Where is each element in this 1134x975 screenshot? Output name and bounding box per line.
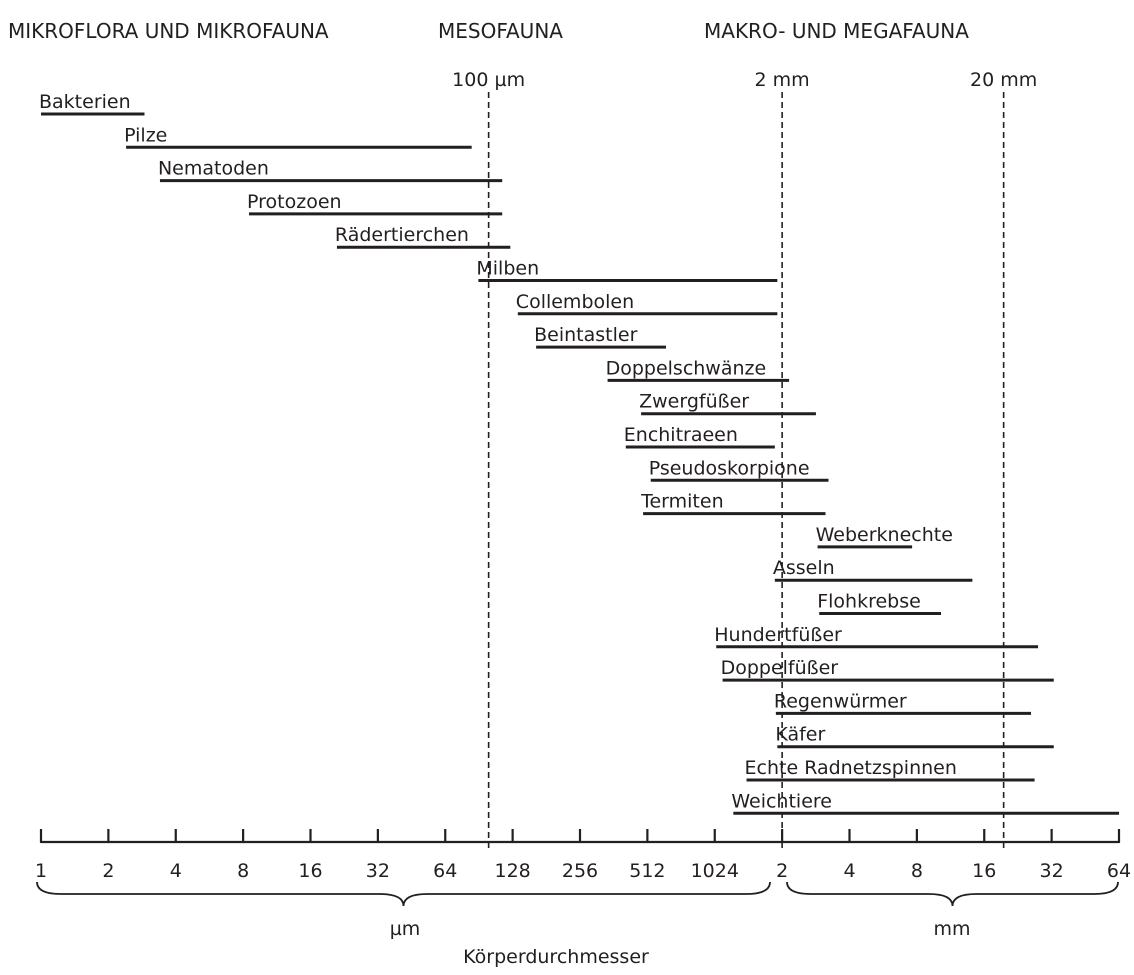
x-axis-tick-label: 1 — [35, 860, 47, 882]
range-bar-label: Pseudoskorpione — [649, 457, 810, 479]
category-header-micro: MIKROFLORA UND MIKROFAUNA — [8, 19, 329, 43]
x-axis-title: Körperdurchmesser — [463, 946, 649, 968]
range-bar-label: Protozoen — [247, 191, 342, 213]
x-axis-tick-label: 32 — [1040, 860, 1064, 882]
x-axis-tick-label: 8 — [911, 860, 923, 882]
x-axis-tick-label: 8 — [237, 860, 249, 882]
range-bar-label: Käfer — [775, 724, 825, 746]
range-bar-label: Pilze — [124, 124, 167, 146]
range-bar-label: Termiten — [640, 491, 724, 513]
range-bar-label: Enchitraeen — [624, 424, 738, 446]
x-axis-tick-label: 256 — [562, 860, 598, 882]
x-axis-tick-label: 4 — [843, 860, 855, 882]
x-axis-tick-label: 32 — [366, 860, 390, 882]
x-axis-tick-label: 64 — [1107, 860, 1131, 882]
x-axis-tick-label: 512 — [629, 860, 665, 882]
range-bar-label: Flohkrebse — [817, 591, 921, 613]
category-header-meso: MESOFAUNA — [438, 19, 563, 43]
range-bar-label: Collembolen — [516, 291, 634, 313]
brace-mm — [786, 881, 1119, 907]
x-axis-tick-label: 2 — [102, 860, 114, 882]
reference-line-label: 100 µm — [452, 69, 525, 91]
x-axis-tick-label: 2 — [776, 860, 788, 882]
range-bar-label: Nematoden — [158, 158, 269, 180]
x-axis-tick-label: 128 — [494, 860, 530, 882]
x-axis-tick-label: 4 — [170, 860, 182, 882]
reference-line-label: 20 mm — [970, 69, 1037, 91]
unit-label-mm: mm — [933, 918, 970, 940]
range-bar-label: Weberknechte — [816, 524, 953, 546]
range-bar-label: Rädertierchen — [335, 224, 469, 246]
x-axis-tick-label: 64 — [433, 860, 457, 882]
range-bar-label: Milben — [476, 258, 539, 280]
range-bar-label: Beintastler — [534, 324, 637, 346]
range-bar-label: Echte Radnetzspinnen — [745, 757, 957, 779]
range-bar-label: Zwergfüßer — [639, 391, 749, 413]
range-bar-label: Doppelfüßer — [721, 657, 839, 679]
x-axis-tick-label: 16 — [298, 860, 322, 882]
range-bar-label: Hundertfüßer — [714, 624, 842, 646]
brace-um — [36, 881, 771, 907]
reference-line-label: 2 mm — [755, 69, 810, 91]
range-bar-label: Doppelschwänze — [606, 357, 767, 379]
category-header-macro: MAKRO- UND MEGAFAUNA — [704, 19, 969, 43]
x-axis-tick-label: 16 — [972, 860, 996, 882]
range-bar-label: Weichtiere — [731, 790, 832, 812]
range-bar-label: Asseln — [773, 557, 835, 579]
unit-label-um: µm — [390, 918, 421, 940]
range-bar-label: Regenwürmer — [774, 690, 907, 712]
x-axis-tick-label: 1024 — [691, 860, 739, 882]
range-bar-label: Bakterien — [39, 91, 131, 113]
